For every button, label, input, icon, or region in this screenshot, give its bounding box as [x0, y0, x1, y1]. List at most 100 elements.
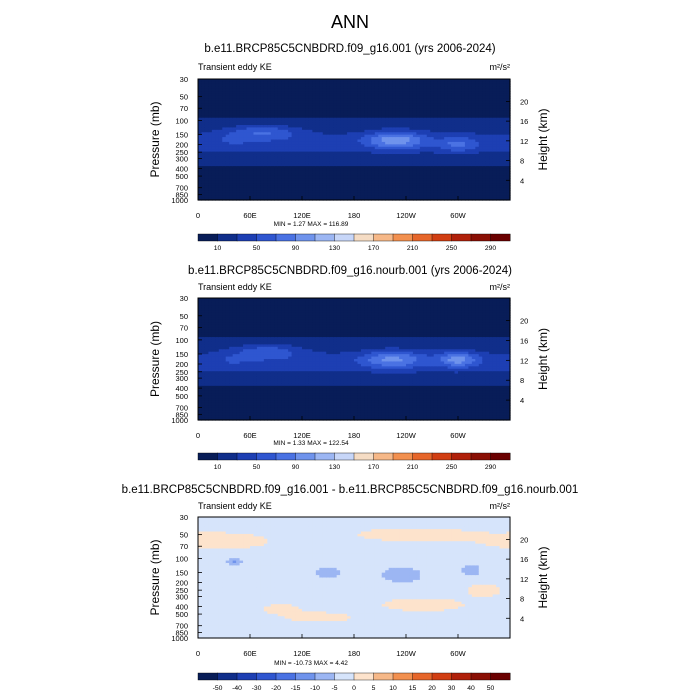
field-cell [340, 190, 345, 194]
field-cell [343, 190, 348, 194]
field-cell [409, 168, 414, 172]
field-cell [250, 137, 255, 141]
field-cell [208, 149, 213, 153]
field-cell [482, 88, 487, 92]
field-cell [326, 79, 331, 83]
field-cell [208, 327, 213, 331]
field-cell [218, 95, 223, 99]
field-cell [281, 108, 286, 112]
field-cell [308, 197, 313, 201]
field-cell [468, 180, 473, 184]
field-cell [357, 110, 362, 114]
field-cell [322, 183, 327, 187]
field-cell [399, 192, 404, 196]
field-cell [302, 120, 307, 124]
field-cell [433, 86, 438, 90]
field-cell [416, 100, 421, 104]
field-cell [298, 137, 303, 141]
field-cell [270, 161, 275, 165]
field-cell [284, 187, 289, 191]
field-cell [291, 156, 296, 160]
field-cell [364, 117, 369, 121]
field-cell [426, 190, 431, 194]
field-cell [371, 149, 376, 153]
field-cell [347, 91, 352, 95]
field-cell [499, 190, 504, 194]
field-cell [288, 183, 293, 187]
field-cell [458, 88, 463, 92]
field-cell [340, 105, 345, 109]
field-cell [208, 324, 213, 328]
field-cell [367, 178, 372, 182]
field-cell [319, 110, 324, 114]
field-cell [211, 400, 216, 404]
field-cell [395, 83, 400, 87]
field-cell [204, 405, 209, 409]
field-cell [471, 98, 476, 102]
field-cell [198, 187, 203, 191]
field-cell [492, 166, 497, 170]
field-cell [329, 120, 334, 124]
field-cell [215, 93, 220, 97]
field-cell [239, 129, 244, 133]
field-cell [229, 132, 234, 136]
field-cell [489, 124, 494, 128]
field-cell [291, 154, 296, 158]
field-cell [354, 173, 359, 177]
field-cell [458, 178, 463, 182]
field-cell [364, 129, 369, 133]
field-cell [260, 86, 265, 90]
field-cell [503, 156, 508, 160]
field-cell [406, 108, 411, 112]
field-cell [211, 341, 216, 345]
field-cell [402, 170, 407, 174]
field-cell [302, 110, 307, 114]
field-cell [218, 388, 223, 392]
field-cell [423, 161, 428, 165]
field-cell [478, 112, 483, 116]
field-cell [315, 173, 320, 177]
field-cell [478, 158, 483, 162]
field-cell [419, 173, 424, 177]
field-cell [263, 180, 268, 184]
field-cell [208, 120, 213, 124]
field-cell [371, 93, 376, 97]
field-cell [274, 197, 279, 201]
field-cell [412, 88, 417, 92]
field-cell [229, 93, 234, 97]
field-cell [406, 185, 411, 189]
field-cell [291, 105, 296, 109]
field-cell [284, 86, 289, 90]
field-cell [201, 385, 206, 389]
field-cell [489, 146, 494, 150]
field-cell [208, 385, 213, 389]
field-cell [198, 302, 203, 306]
field-cell [267, 83, 272, 87]
field-cell [364, 110, 369, 114]
field-cell [253, 161, 258, 165]
y-tick-label: 500 [175, 172, 188, 181]
field-cell [260, 190, 265, 194]
field-cell [239, 163, 244, 167]
field-cell [426, 120, 431, 124]
field-cell [204, 319, 209, 323]
field-cell [295, 151, 300, 155]
field-cell [329, 132, 334, 136]
field-cell [263, 149, 268, 153]
field-cell [440, 163, 445, 167]
field-cell [218, 361, 223, 365]
field-cell [232, 144, 237, 148]
field-cell [444, 185, 449, 189]
field-cell [423, 124, 428, 128]
field-cell [222, 183, 227, 187]
field-cell [503, 154, 508, 158]
field-cell [478, 139, 483, 143]
field-cell [281, 105, 286, 109]
field-cell [260, 146, 265, 150]
field-cell [284, 110, 289, 114]
field-cell [208, 390, 213, 394]
field-cell [218, 151, 223, 155]
field-cell [312, 83, 317, 87]
field-cell [208, 161, 213, 165]
field-cell [267, 127, 272, 131]
